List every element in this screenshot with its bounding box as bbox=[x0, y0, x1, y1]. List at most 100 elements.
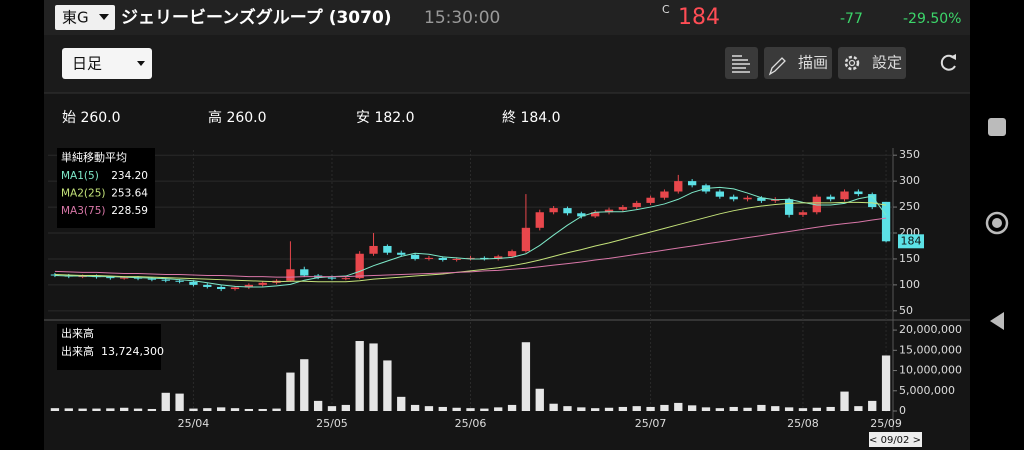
settings-button[interactable] bbox=[838, 47, 906, 79]
x-tick-label: 25/08 bbox=[787, 417, 819, 430]
volume-bar bbox=[480, 408, 489, 411]
candle-body bbox=[258, 282, 267, 285]
candle-body bbox=[203, 284, 212, 287]
volume-bar bbox=[646, 406, 655, 411]
candle-body bbox=[618, 207, 628, 210]
candle-body bbox=[466, 257, 475, 259]
candle-body bbox=[868, 194, 877, 208]
legend-name: MA2(25) bbox=[61, 188, 105, 200]
candle-body bbox=[715, 191, 724, 197]
x-tick-label: 25/05 bbox=[316, 417, 348, 430]
candle-body bbox=[535, 212, 544, 228]
candle-body bbox=[549, 208, 558, 213]
stock-title: ジェリービーンズグループ (3070) bbox=[121, 7, 392, 28]
y-tick-label: 300 bbox=[899, 174, 920, 187]
candle-body bbox=[452, 258, 461, 260]
legend-value: 234.20 bbox=[111, 170, 148, 182]
volume-bar bbox=[424, 406, 434, 411]
draw-label[interactable]: 描画 bbox=[798, 54, 828, 72]
chart-panel bbox=[44, 93, 970, 450]
candle-body bbox=[189, 281, 198, 285]
volume-bar bbox=[591, 408, 600, 411]
ohlc-open: 始 260.0 bbox=[62, 110, 121, 126]
settings-label[interactable]: 設定 bbox=[872, 54, 902, 72]
market[interactable]: 東G bbox=[62, 9, 89, 27]
candle-body bbox=[438, 257, 447, 260]
volume-bar bbox=[812, 407, 821, 411]
candle-body bbox=[397, 252, 406, 255]
price: 184 bbox=[678, 5, 720, 30]
candle-body bbox=[424, 257, 434, 259]
volume-bar bbox=[230, 408, 240, 411]
candle-body bbox=[300, 269, 309, 276]
candle-body bbox=[369, 245, 378, 254]
header-bar bbox=[44, 0, 970, 35]
market-select[interactable] bbox=[55, 5, 115, 30]
candle-body bbox=[854, 191, 863, 195]
volume-bar bbox=[563, 406, 572, 411]
volume-bar bbox=[854, 406, 863, 411]
nav-recent[interactable] bbox=[988, 118, 1006, 136]
volume-bar bbox=[729, 406, 738, 411]
ma-legend-title: 単純移動平均 bbox=[61, 150, 127, 164]
candle-body bbox=[743, 197, 752, 200]
candle-body bbox=[217, 286, 226, 290]
volume-bar bbox=[494, 407, 503, 411]
ohlc-low: 安 182.0 bbox=[356, 110, 415, 126]
volume-bar bbox=[771, 406, 780, 411]
volume-bar bbox=[701, 407, 711, 411]
volume-bar bbox=[161, 392, 170, 411]
indicator-button[interactable] bbox=[725, 47, 758, 79]
gear-icon bbox=[844, 55, 860, 71]
volume-bar bbox=[687, 405, 697, 411]
refresh-icon[interactable] bbox=[940, 54, 956, 71]
volume-bar bbox=[286, 372, 295, 411]
refresh-arrow bbox=[950, 54, 956, 60]
candle-body bbox=[674, 181, 683, 192]
candle-body bbox=[757, 197, 766, 201]
volume-bar bbox=[397, 396, 406, 411]
candle-body bbox=[521, 227, 531, 252]
nav-home[interactable] bbox=[985, 211, 1009, 235]
volume-title: 出来高 bbox=[61, 326, 94, 340]
ma-line bbox=[54, 201, 887, 283]
nav-back[interactable] bbox=[990, 312, 1004, 330]
volume-bar bbox=[632, 406, 641, 411]
ohlc-high: 高 260.0 bbox=[208, 109, 267, 126]
volume-bar bbox=[78, 408, 87, 411]
ma-line bbox=[54, 217, 887, 278]
y-tick-label: 100 bbox=[899, 278, 920, 291]
period[interactable]: 日足 bbox=[72, 55, 102, 73]
legend-name: MA1(5) bbox=[61, 170, 99, 182]
volume-bar bbox=[840, 391, 849, 411]
volume-bar bbox=[341, 404, 350, 411]
time: 15:30:00 bbox=[424, 8, 500, 28]
ma-line bbox=[54, 186, 887, 288]
candle-body bbox=[577, 213, 586, 217]
volume-bar bbox=[466, 408, 475, 411]
candle-body bbox=[687, 181, 697, 186]
draw-button[interactable] bbox=[764, 47, 832, 79]
dropdown-arrow bbox=[137, 61, 145, 66]
volume-bar bbox=[369, 343, 378, 411]
volume-bar bbox=[203, 408, 212, 411]
volume-bar bbox=[272, 408, 281, 411]
volume-bar bbox=[618, 406, 628, 411]
y-tick-label: 5,000,000 bbox=[899, 384, 955, 397]
volume-bar bbox=[64, 408, 73, 411]
volume-bar bbox=[743, 407, 752, 411]
candle-body bbox=[175, 280, 184, 282]
candle-body bbox=[604, 209, 614, 213]
y-tick-label: 350 bbox=[899, 148, 920, 161]
candle-body bbox=[341, 278, 350, 280]
volume-bar bbox=[507, 404, 517, 411]
volume-bar bbox=[175, 393, 184, 411]
volume-bar bbox=[189, 408, 198, 411]
date-tag: < 09/02 > bbox=[869, 435, 921, 446]
candle-body bbox=[480, 257, 489, 259]
legend-value: 253.64 bbox=[111, 188, 148, 200]
volume-bar bbox=[881, 355, 891, 411]
candle-body bbox=[244, 284, 254, 288]
volume-bar bbox=[452, 407, 461, 411]
period-select[interactable] bbox=[62, 48, 152, 79]
